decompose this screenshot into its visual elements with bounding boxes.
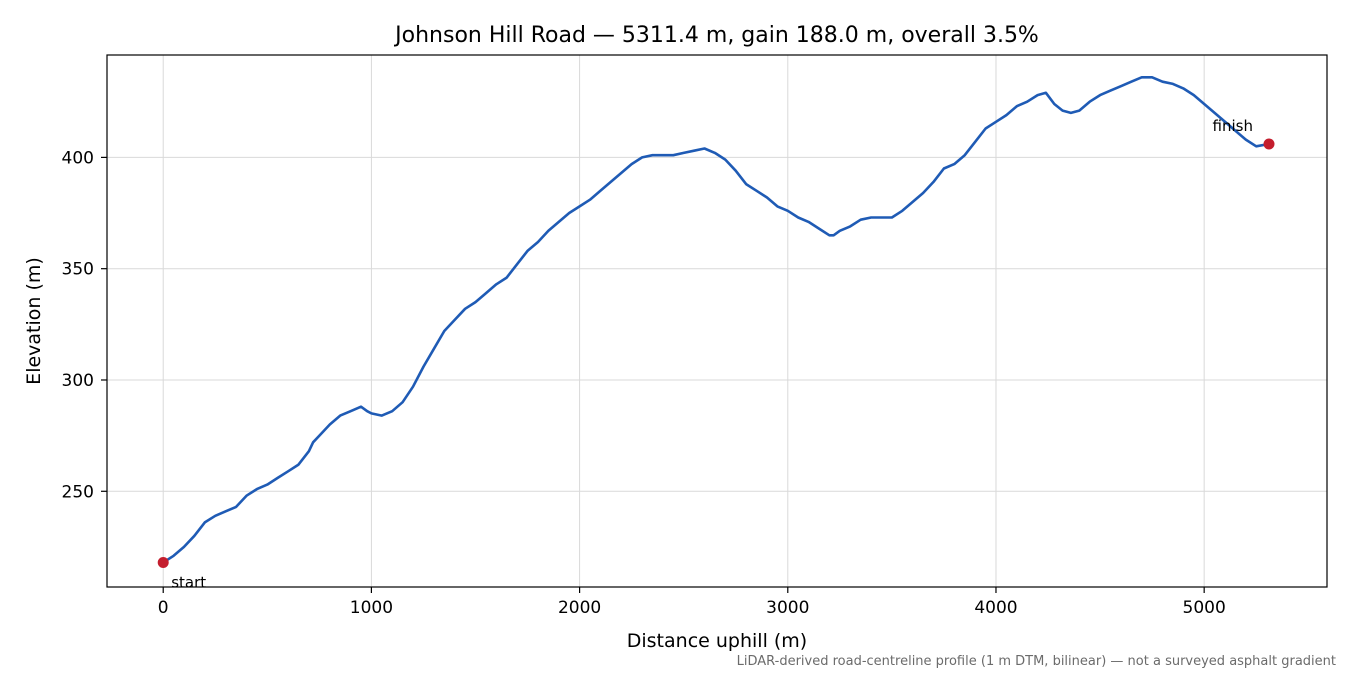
x-tick-label-3000: 3000 [766,598,809,618]
finish-label: finish [1213,117,1253,135]
y-tick-label-300: 300 [62,371,94,391]
y-tick-label-250: 250 [62,482,94,502]
x-axis-ticks: 0 1000 2000 3000 4000 5000 [158,587,1226,618]
chart-title: Johnson Hill Road — 5311.4 m, gain 188.0… [393,23,1039,48]
start-label: start [171,574,206,592]
chart-caption: LiDAR-derived road-centreline profile (1… [737,654,1336,669]
y-tick-label-400: 400 [62,148,94,168]
y-axis-ticks: 250 300 350 400 [62,148,107,502]
endpoint-markers: start finish [157,117,1275,592]
y-axis-label: Elevation (m) [23,257,45,385]
plot-frame [106,54,1328,588]
elevation-series-line [161,76,1271,564]
x-tick-label-1000: 1000 [350,598,393,618]
x-tick-label-0: 0 [158,598,169,618]
start-marker [157,557,169,569]
x-tick-label-4000: 4000 [974,598,1017,618]
grid-lines [107,55,1327,587]
x-tick-label-5000: 5000 [1183,598,1226,618]
x-axis-label: Distance uphill (m) [627,630,807,652]
y-tick-label-350: 350 [62,260,94,280]
finish-marker [1263,138,1275,150]
x-tick-label-2000: 2000 [558,598,601,618]
